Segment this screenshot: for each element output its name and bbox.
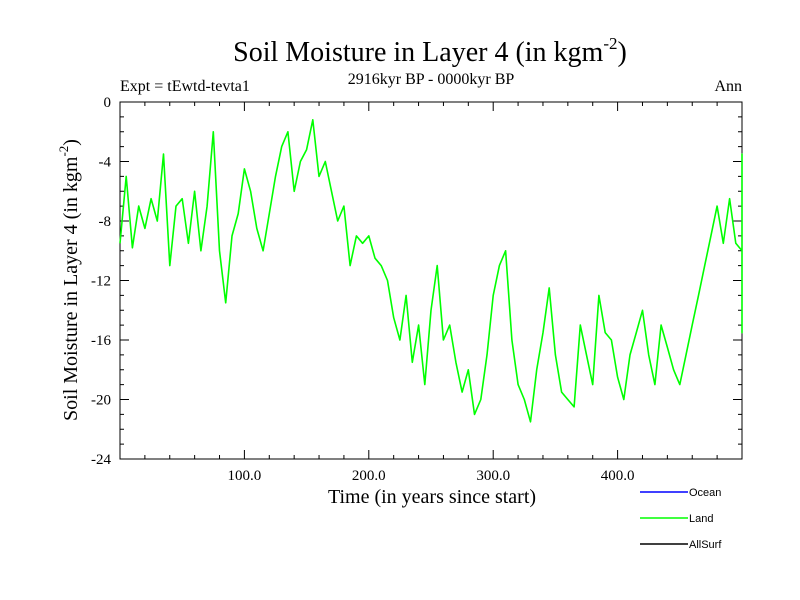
y-tick-label: -24 xyxy=(91,452,111,468)
y-tick-label: -16 xyxy=(91,333,111,349)
y-tick-label: 0 xyxy=(104,95,112,111)
chart-title-close: ) xyxy=(618,37,627,68)
y-axis-label-close: ) xyxy=(60,139,82,146)
y-tick-label: -20 xyxy=(91,393,111,409)
expt-label: Expt = tEwtd-tevta1 xyxy=(120,78,250,95)
x-axis-ticks: 100.0 200.0 300.0 400.0 xyxy=(144,102,718,484)
legend-label-ocean: Ocean xyxy=(689,487,721,499)
series-line-land xyxy=(119,119,743,423)
y-tick-label: -12 xyxy=(91,274,111,290)
y-axis-label-superscript: -2 xyxy=(56,146,71,157)
x-axis-label: Time (in years since start) xyxy=(328,486,536,508)
chart-title-superscript: -2 xyxy=(603,34,617,53)
x-tick-label: 400.0 xyxy=(601,468,635,484)
season-label: Ann xyxy=(714,78,742,95)
legend: Ocean Land AllSurf xyxy=(640,487,722,551)
y-tick-label: -8 xyxy=(99,214,112,230)
chart-title-main: Soil Moisture in Layer 4 (in kgm xyxy=(233,37,603,68)
y-axis-label: Soil Moisture in Layer 4 (in kgm-2) xyxy=(56,139,82,421)
x-tick-label: 300.0 xyxy=(476,468,510,484)
series-group xyxy=(119,119,743,423)
x-tick-label: 200.0 xyxy=(352,468,386,484)
plot-frame xyxy=(119,101,743,460)
y-tick-label: -4 xyxy=(99,155,112,171)
legend-label-land: Land xyxy=(689,513,713,525)
chart-title: Soil Moisture in Layer 4 (in kgm-2) xyxy=(233,34,627,68)
y-axis-label-main: Soil Moisture in Layer 4 (in kgm xyxy=(60,156,82,421)
x-tick-label: 100.0 xyxy=(228,468,262,484)
chart-subtitle: 2916kyr BP - 0000kyr BP xyxy=(348,71,515,88)
y-axis-ticks: 0 -4 -8 -12 -16 -20 -24 xyxy=(91,95,742,468)
legend-label-allsurf: AllSurf xyxy=(689,539,722,551)
